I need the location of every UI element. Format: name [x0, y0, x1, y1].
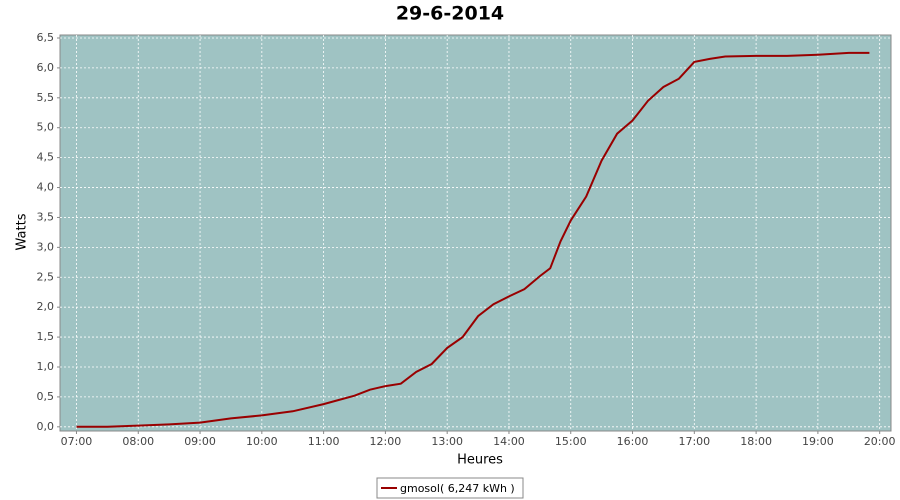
y-tick-label: 4,5 [37, 151, 55, 164]
x-tick-label: 11:00 [308, 435, 340, 448]
x-tick-label: 07:00 [61, 435, 93, 448]
y-tick-label: 3,5 [37, 210, 55, 223]
x-tick-label: 14:00 [493, 435, 525, 448]
x-tick-label: 13:00 [431, 435, 463, 448]
y-tick-label: 1,5 [37, 330, 55, 343]
x-tick-label: 08:00 [122, 435, 154, 448]
x-tick-label: 17:00 [678, 435, 710, 448]
x-tick-label: 15:00 [555, 435, 587, 448]
legend-box [376, 477, 524, 499]
y-tick-label: 2,0 [37, 300, 55, 313]
plot-area [59, 34, 892, 432]
y-tick-label: 0,0 [37, 420, 55, 433]
y-axis-label: Watts [15, 213, 30, 250]
x-tick-label: 12:00 [370, 435, 402, 448]
y-tick-label: 6,0 [37, 61, 55, 74]
x-tick-label: 10:00 [246, 435, 278, 448]
legend-label: gmosol( 6,247 kWh ) [400, 482, 515, 495]
x-tick-label: 19:00 [802, 435, 834, 448]
y-tick-label: 0,5 [37, 390, 55, 403]
y-tick-label: 5,5 [37, 91, 55, 104]
y-tick-label: 3,0 [37, 240, 55, 253]
x-tick-label: 09:00 [184, 435, 216, 448]
y-tick-label: 6,5 [37, 31, 55, 44]
x-axis-label: Heures [457, 453, 503, 468]
x-tick-label: 16:00 [617, 435, 649, 448]
y-tick-label: 5,0 [37, 121, 55, 134]
y-tick-label: 2,5 [37, 270, 55, 283]
x-tick-label: 20:00 [864, 435, 896, 448]
x-tick-label: 18:00 [740, 435, 772, 448]
data-line [76, 51, 870, 428]
y-tick-label: 4,0 [37, 181, 55, 194]
chart-title: 29-6-2014 [396, 3, 504, 25]
y-tick-label: 1,0 [37, 360, 55, 373]
